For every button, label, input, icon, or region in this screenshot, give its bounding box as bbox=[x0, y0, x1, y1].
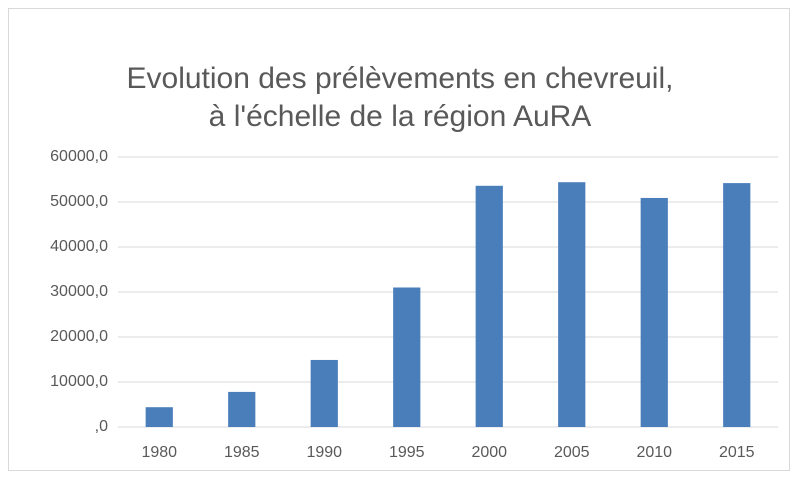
bar bbox=[393, 287, 421, 427]
x-tick-label: 2005 bbox=[554, 444, 590, 461]
y-tick-label: 50000,0 bbox=[50, 193, 108, 210]
bar bbox=[640, 197, 668, 427]
x-tick-label: 2015 bbox=[719, 444, 755, 461]
y-tick-label: 20000,0 bbox=[50, 328, 108, 345]
bar bbox=[475, 185, 503, 427]
y-tick-label: 40000,0 bbox=[50, 238, 108, 255]
x-tick-label: 2000 bbox=[471, 444, 507, 461]
chart-title: à l'échelle de la région AuRA bbox=[209, 100, 592, 133]
x-tick-label: 2010 bbox=[636, 444, 672, 461]
bar bbox=[310, 359, 338, 427]
y-tick-label: ,0 bbox=[95, 418, 108, 435]
y-tick-label: 60000,0 bbox=[50, 148, 108, 165]
bar bbox=[145, 407, 173, 427]
bar bbox=[723, 183, 751, 427]
bar bbox=[228, 391, 256, 427]
chart-title: Evolution des prélèvements en chevreuil, bbox=[127, 62, 674, 95]
y-tick-label: 30000,0 bbox=[50, 283, 108, 300]
bar bbox=[558, 182, 586, 427]
x-tick-label: 1990 bbox=[306, 444, 342, 461]
x-tick-label: 1995 bbox=[389, 444, 425, 461]
x-tick-label: 1980 bbox=[141, 444, 177, 461]
x-tick-label: 1985 bbox=[224, 444, 260, 461]
y-tick-label: 10000,0 bbox=[50, 373, 108, 390]
